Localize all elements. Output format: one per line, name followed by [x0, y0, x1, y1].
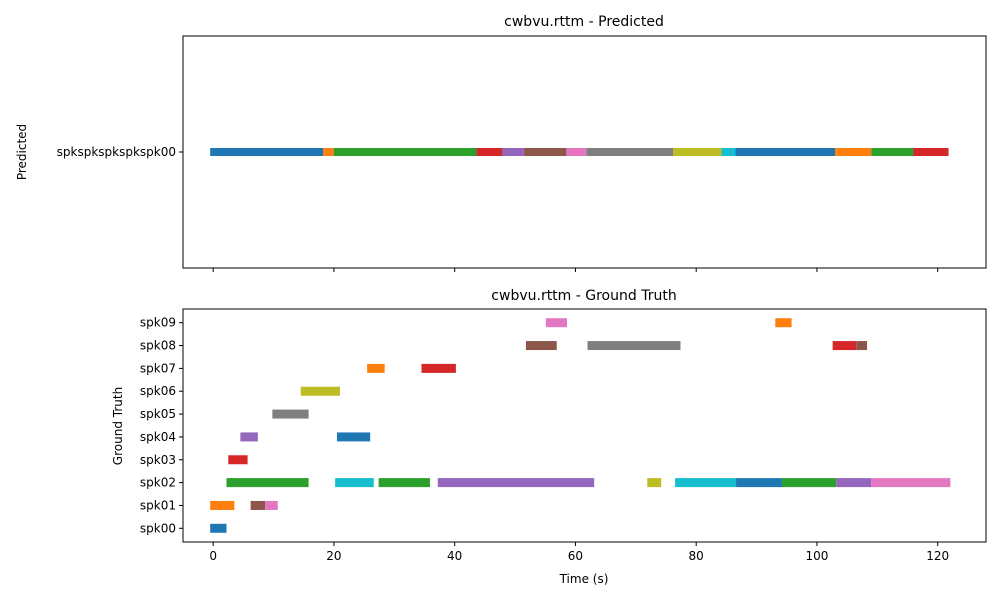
- y-tick-label-spkspkspkspkspk00: spkspkspkspkspk00: [57, 145, 176, 159]
- y-tick-label-spk06: spk06: [140, 384, 176, 398]
- segment-spkspkspkspkspk00-3: [476, 148, 503, 156]
- x-tick-label-100: 100: [805, 549, 828, 563]
- y-tick-label-spk05: spk05: [140, 407, 176, 421]
- y-tick-label-spk07: spk07: [140, 361, 176, 375]
- segment-spk02-11: [781, 478, 837, 488]
- segment-spk07-20: [421, 363, 456, 373]
- segment-spkspkspkspkspk00-10: [735, 148, 836, 156]
- segment-spk01-2: [250, 500, 266, 510]
- segment-spkspkspkspkspk00-2: [333, 148, 477, 156]
- predicted-plot-frame: [182, 35, 987, 269]
- segment-spk08-23: [832, 341, 857, 351]
- segment-spkspkspkspkspk00-11: [835, 148, 872, 156]
- y-tick-label-spk01: spk01: [140, 498, 176, 512]
- segment-spk02-10: [736, 478, 782, 488]
- x-tick-label-0: 0: [209, 549, 217, 563]
- ground-truth-panel: cwbvu.rttm - Ground Truth Ground Truth T…: [111, 288, 987, 586]
- segment-spk00-0: [210, 523, 227, 533]
- segment-spk02-4: [226, 478, 309, 488]
- predicted-x-ticks: [212, 268, 939, 272]
- segment-spkspkspkspkspk00-6: [566, 148, 587, 156]
- segment-spkspkspkspkspk00-7: [586, 148, 674, 156]
- segment-spk08-21: [525, 341, 557, 351]
- segment-spk04-16: [336, 432, 371, 442]
- segment-spkspkspkspkspk00-5: [524, 148, 567, 156]
- segment-spk07-19: [367, 363, 385, 373]
- segment-spk01-1: [210, 500, 235, 510]
- segment-spk02-13: [871, 478, 951, 488]
- ground-truth-title: cwbvu.rttm - Ground Truth: [491, 288, 676, 304]
- segment-spk06-18: [300, 386, 340, 396]
- x-axis-label: Time (s): [559, 572, 609, 586]
- predicted-y-axis-label: Predicted: [15, 124, 29, 180]
- segment-spk05-17: [272, 409, 309, 419]
- segment-spk02-6: [378, 478, 430, 488]
- x-tick-label-80: 80: [689, 549, 704, 563]
- segment-spk03-14: [228, 455, 248, 465]
- x-tick-label-60: 60: [568, 549, 583, 563]
- y-tick-label-spk08: spk08: [140, 339, 176, 353]
- y-tick-label-spk03: spk03: [140, 453, 176, 467]
- segment-spk02-12: [836, 478, 872, 488]
- ground-truth-plot-frame: [182, 308, 987, 543]
- predicted-panel: cwbvu.rttm - Predicted Predicted spkspks…: [15, 14, 987, 272]
- y-tick-label-spk04: spk04: [140, 430, 176, 444]
- x-tick-label-20: 20: [326, 549, 341, 563]
- ground-truth-y-ticks: spk00 spk01 spk02 spk03 spk04 spk05 spk06 spk07…: [140, 316, 183, 535]
- ground-truth-x-ticks: 0 20 40 60 80 100 120: [209, 542, 949, 563]
- segment-spk01-3: [265, 500, 278, 510]
- segment-spk08-22: [587, 341, 681, 351]
- segment-spk02-5: [335, 478, 374, 488]
- segment-spk02-8: [647, 478, 662, 488]
- predicted-segments: [210, 148, 949, 156]
- segment-spk02-9: [675, 478, 737, 488]
- segment-spkspkspkspkspk00-4: [502, 148, 525, 156]
- segment-spkspkspkspkspk00-12: [871, 148, 914, 156]
- segment-spkspkspkspkspk00-8: [673, 148, 722, 156]
- y-tick-label-spk00: spk00: [140, 521, 176, 535]
- x-tick-label-40: 40: [447, 549, 462, 563]
- segment-spk09-26: [775, 318, 792, 328]
- segment-spk08-24: [856, 341, 868, 351]
- predicted-y-ticks: spkspkspkspkspk00: [57, 145, 183, 159]
- ground-truth-y-axis-label: Ground Truth: [111, 387, 125, 465]
- segment-spkspkspkspkspk00-0: [210, 148, 324, 156]
- x-tick-label-120: 120: [926, 549, 949, 563]
- predicted-title: cwbvu.rttm - Predicted: [504, 14, 664, 30]
- segment-spkspkspkspkspk00-9: [721, 148, 736, 156]
- segment-spk04-15: [240, 432, 258, 442]
- segment-spkspkspkspkspk00-1: [323, 148, 334, 156]
- segment-spk02-7: [437, 478, 595, 488]
- ground-truth-segments: [210, 318, 951, 533]
- y-tick-label-spk02: spk02: [140, 476, 176, 490]
- y-tick-label-spk09: spk09: [140, 316, 176, 330]
- segment-spk09-25: [545, 318, 567, 328]
- segment-spkspkspkspkspk00-13: [913, 148, 949, 156]
